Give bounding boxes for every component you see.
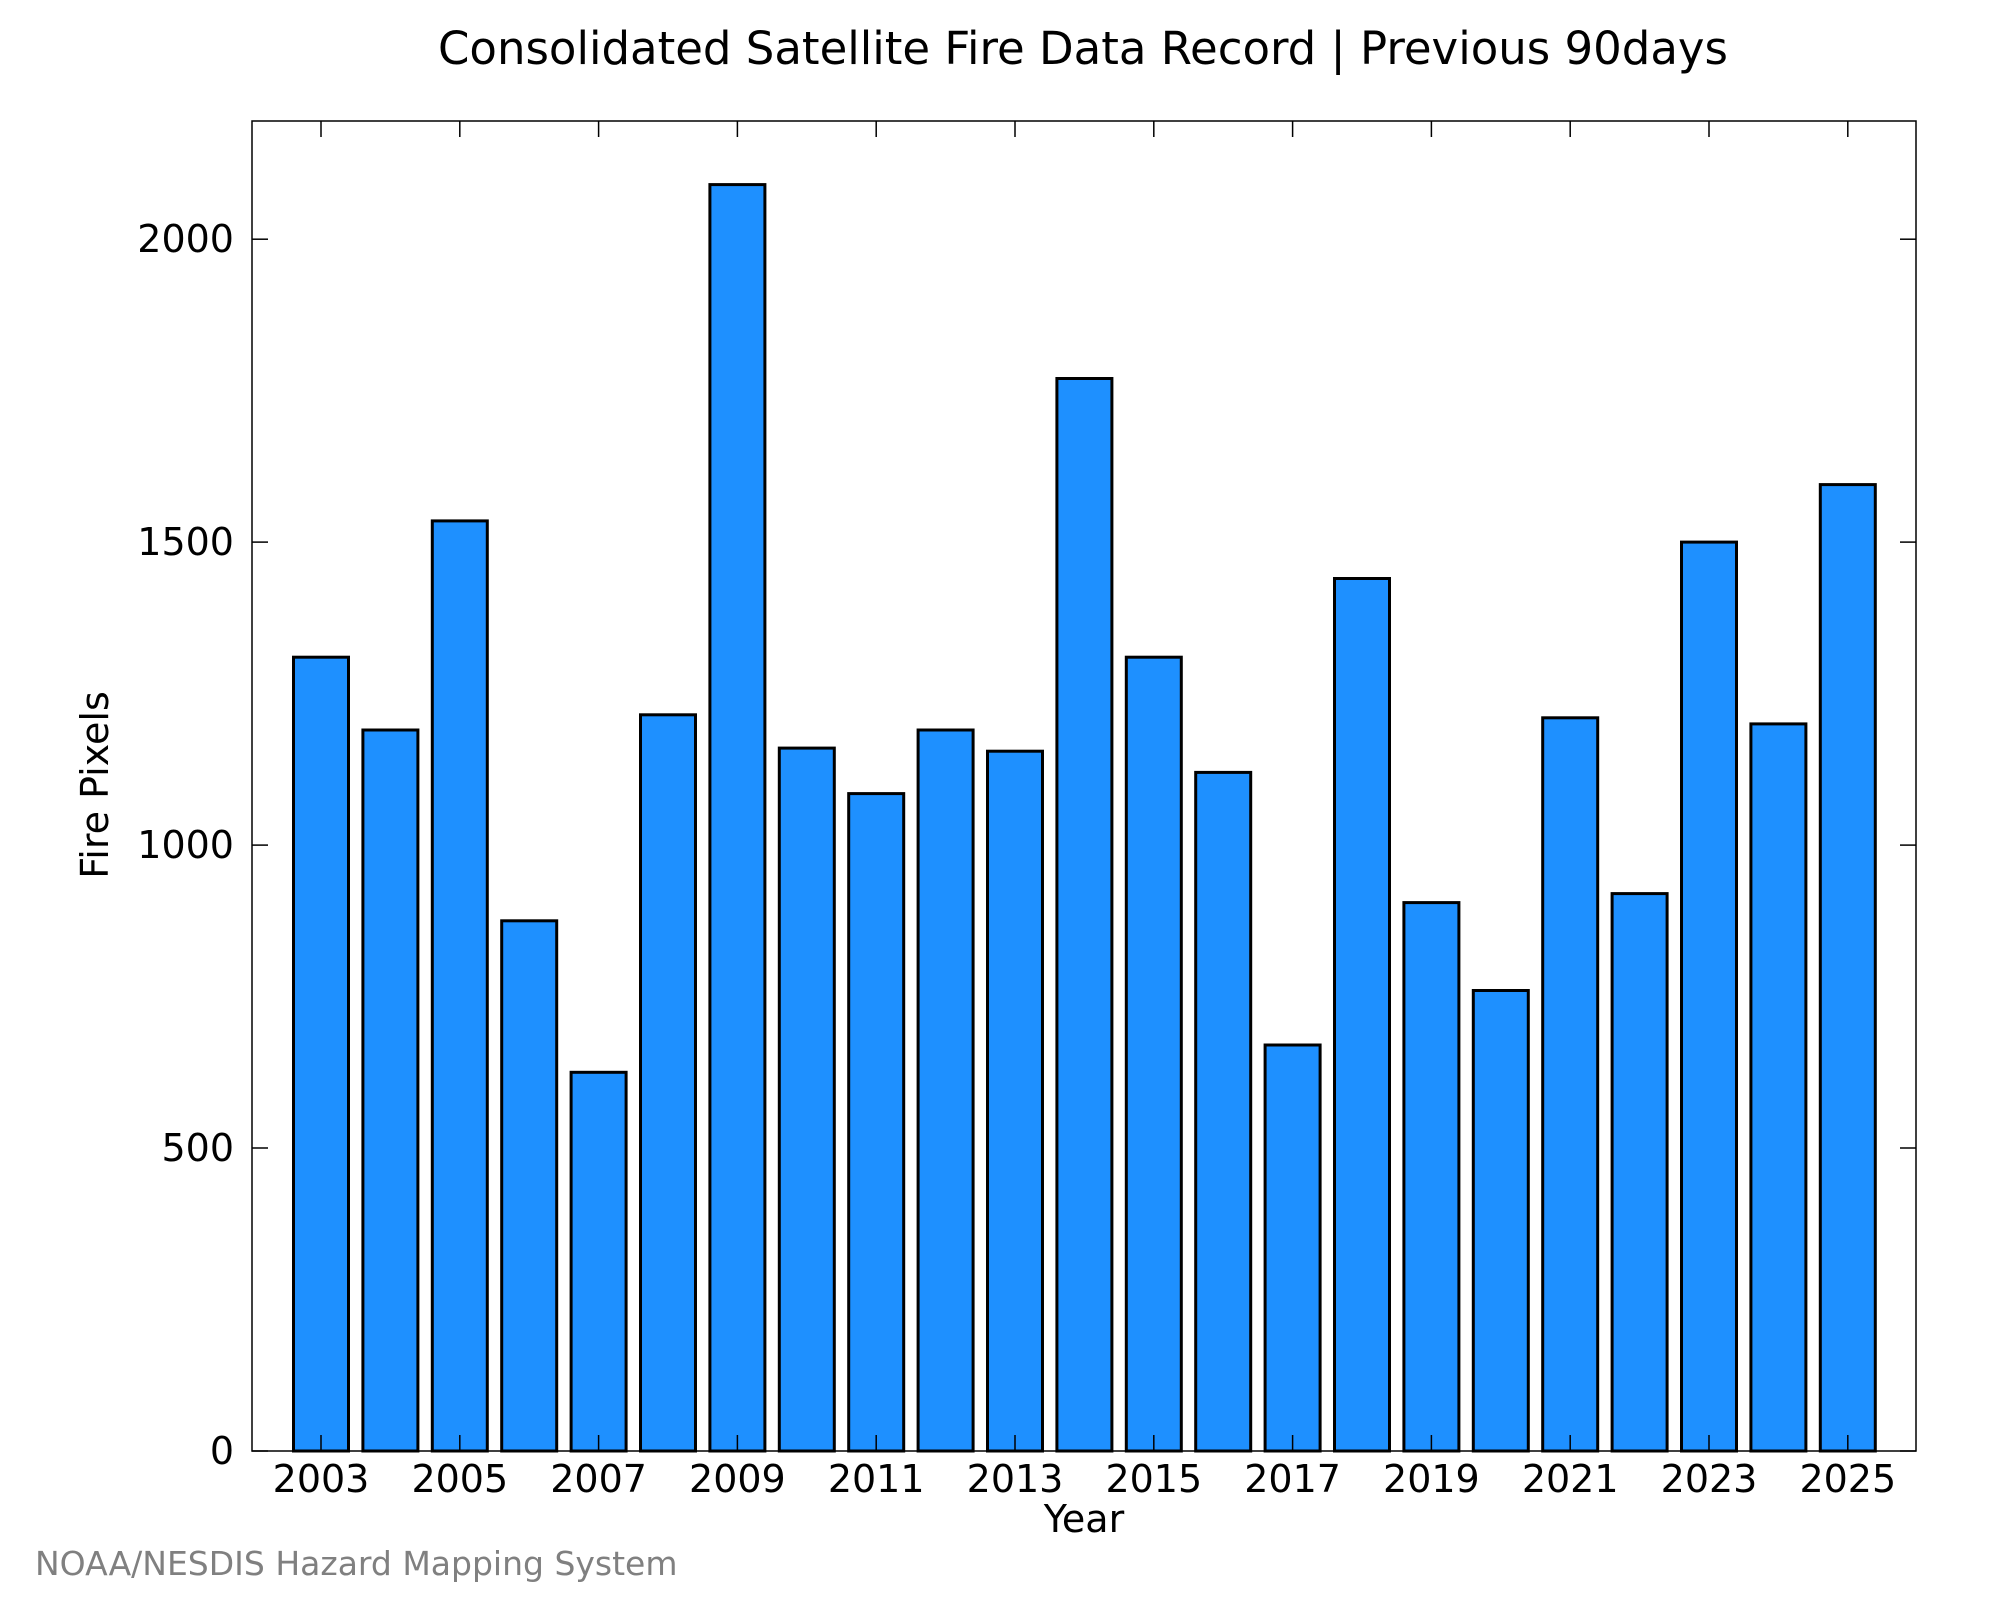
bar-2007 <box>569 1070 628 1453</box>
plot-frame <box>251 120 1917 1452</box>
x-tick-label-2003: 2003 <box>273 1457 370 1501</box>
y-tick-label-2000: 2000 <box>137 217 234 261</box>
bar-2003 <box>292 655 350 1453</box>
bar-2019 <box>1402 901 1461 1453</box>
bar-2010 <box>777 746 836 1453</box>
x-tick-label-2007: 2007 <box>550 1457 647 1501</box>
y-tick-label-1000: 1000 <box>137 823 234 867</box>
bar-2022 <box>1610 892 1669 1453</box>
bar-2024 <box>1749 722 1808 1453</box>
x-tick-label-2011: 2011 <box>828 1457 925 1501</box>
x-tick-label-2017: 2017 <box>1244 1457 1341 1501</box>
bar-2012 <box>916 728 975 1453</box>
bar-2021 <box>1541 716 1600 1453</box>
x-tick-label-2013: 2013 <box>967 1457 1064 1501</box>
ticks-group: 0 500 1000 1500 2000 2003 2005 2007 2009 2011 2013… <box>137 121 1916 1501</box>
x-tick-label-2023: 2023 <box>1661 1457 1758 1501</box>
bar-2014 <box>1055 377 1114 1453</box>
x-tick-label-2005: 2005 <box>411 1457 508 1501</box>
x-tick-label-2015: 2015 <box>1105 1457 1202 1501</box>
bar-2013 <box>986 749 1044 1453</box>
x-tick-label-2025: 2025 <box>1799 1457 1896 1501</box>
x-tick-label-2019: 2019 <box>1383 1457 1480 1501</box>
bar-2020 <box>1471 989 1530 1453</box>
bar-2008 <box>639 713 697 1453</box>
x-tick-label-2009: 2009 <box>689 1457 786 1501</box>
y-tick-label-0: 0 <box>210 1429 234 1473</box>
y-axis-label: Fire Pixels <box>73 691 117 879</box>
bar-2005 <box>430 519 489 1453</box>
bar-2009 <box>708 183 767 1453</box>
bar-2011 <box>847 792 906 1453</box>
bar-2025 <box>1818 483 1877 1453</box>
bar-2023 <box>1680 540 1738 1453</box>
bar-2017 <box>1263 1043 1322 1453</box>
credit-text: NOAA/NESDIS Hazard Mapping System <box>35 1544 678 1583</box>
bar-2016 <box>1194 770 1253 1453</box>
y-tick-label-1500: 1500 <box>137 520 234 564</box>
x-tick-label-2021: 2021 <box>1522 1457 1619 1501</box>
bar-2006 <box>500 919 559 1453</box>
bar-2015 <box>1124 655 1183 1453</box>
y-tick-label-500: 500 <box>161 1126 234 1170</box>
chart-title: Consolidated Satellite Fire Data Record … <box>438 22 1728 75</box>
x-axis-label: Year <box>1043 1497 1125 1541</box>
bars-group <box>292 183 1877 1453</box>
bar-2018 <box>1333 577 1391 1453</box>
bar-2004 <box>361 728 420 1453</box>
